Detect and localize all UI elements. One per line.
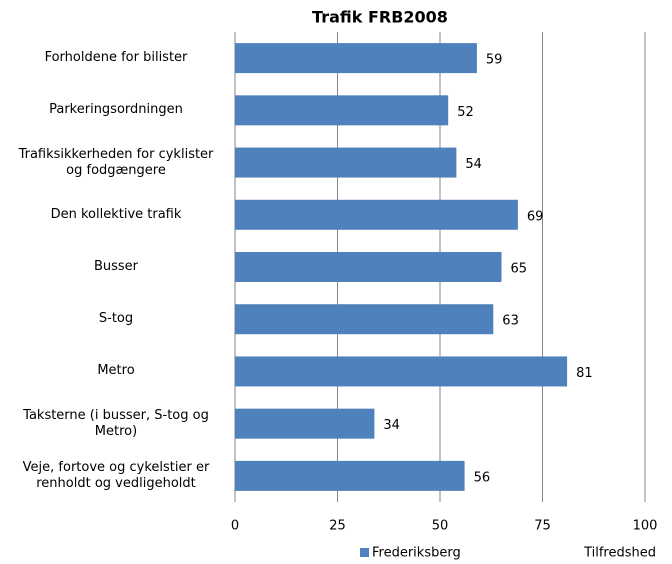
y-tick-label: Den kollektive trafik xyxy=(50,206,182,222)
bar xyxy=(235,460,465,491)
bar xyxy=(235,199,518,230)
y-tick-label: Parkeringsordningen xyxy=(49,102,183,118)
value-label: 81 xyxy=(576,366,593,381)
x-tick-label: 25 xyxy=(329,519,346,534)
x-tick-label: 50 xyxy=(432,519,449,534)
value-label: 34 xyxy=(383,418,400,433)
bar xyxy=(235,43,477,74)
x-tick-label: 100 xyxy=(633,519,658,534)
value-label: 69 xyxy=(527,209,544,224)
value-label: 54 xyxy=(465,157,482,172)
bar xyxy=(235,147,457,178)
bar xyxy=(235,356,568,387)
value-label: 63 xyxy=(502,314,519,329)
bar xyxy=(235,304,494,335)
chart-title: Trafik FRB2008 xyxy=(312,8,448,27)
value-label: 56 xyxy=(474,470,491,485)
legend-label: Frederiksberg xyxy=(372,546,461,561)
x-axis-label: Tilfredshed xyxy=(583,546,656,561)
y-tick-label: Forholdene for bilister xyxy=(44,50,188,66)
y-tick-label: S-tog xyxy=(98,311,134,327)
value-label: 52 xyxy=(457,105,474,120)
x-tick-label: 75 xyxy=(534,519,551,534)
bar xyxy=(235,95,449,126)
bar xyxy=(235,252,502,282)
y-tick-label: Veje, fortove og cykelstier er renholdt … xyxy=(22,459,210,491)
y-tick-label: Busser xyxy=(93,259,139,274)
legend-swatch xyxy=(360,548,369,557)
y-tick-label: Trafiksikkerheden for cyklister og fodgæ… xyxy=(18,146,214,178)
y-tick-label: Taksterne (i busser, S-tog og Metro) xyxy=(23,407,209,439)
value-label: 65 xyxy=(511,262,528,277)
x-tick-label: 0 xyxy=(231,519,239,534)
value-label: 59 xyxy=(486,53,503,68)
y-tick-label: Metro xyxy=(97,363,135,379)
bar xyxy=(235,408,375,439)
